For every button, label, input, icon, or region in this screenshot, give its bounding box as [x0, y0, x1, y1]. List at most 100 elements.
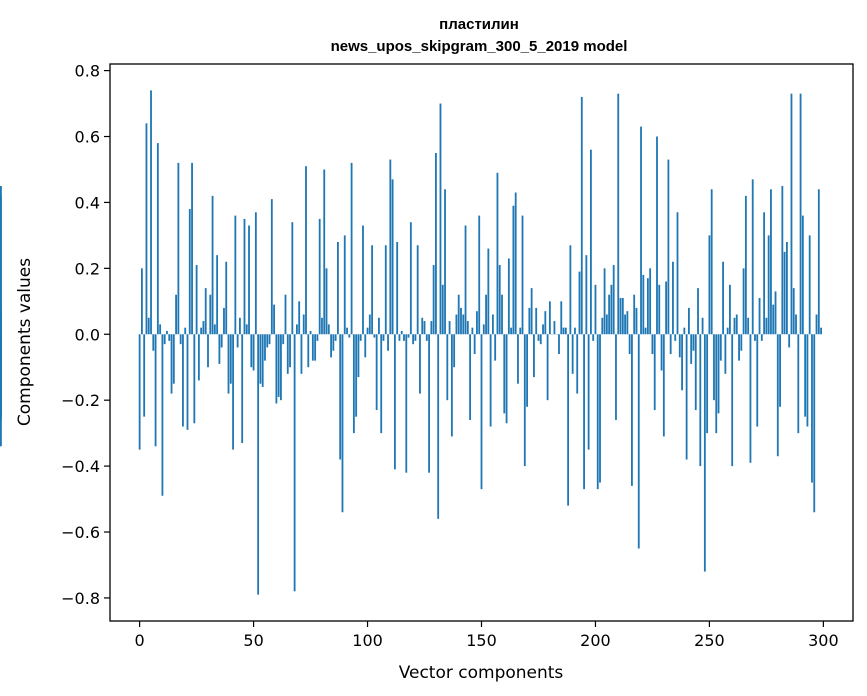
bar-25 — [195, 265, 198, 335]
bar-106 — [380, 334, 383, 434]
bar-63 — [282, 334, 285, 345]
bar-170 — [526, 334, 528, 407]
bar-95 — [355, 334, 358, 417]
bar-78 — [316, 334, 319, 341]
bar-261 — [733, 317, 736, 335]
bar-147 — [473, 334, 476, 355]
bar-202 — [599, 334, 601, 483]
bar-191 — [574, 327, 576, 335]
bar-227 — [656, 136, 658, 335]
bar-undefined — [0, 334, 2, 447]
bar-180 — [548, 301, 551, 335]
bar-190 — [571, 334, 574, 374]
bar-184 — [558, 334, 560, 355]
bar-27 — [200, 327, 203, 335]
bar-232 — [667, 159, 670, 335]
y-tick-label: −0.4 — [61, 457, 100, 476]
bar-198 — [589, 149, 592, 335]
bar-79 — [318, 218, 321, 335]
bar-241 — [687, 307, 690, 335]
bar-100 — [366, 327, 369, 335]
bar-284 — [785, 241, 788, 335]
bar-294 — [808, 235, 811, 335]
bar-69 — [295, 324, 298, 335]
bar-144 — [466, 321, 469, 335]
bar-140 — [457, 294, 460, 335]
bar-104 — [375, 334, 378, 411]
bar-47 — [245, 324, 248, 335]
bar-237 — [678, 334, 681, 358]
bar-254 — [717, 334, 720, 414]
bar-215 — [628, 334, 631, 355]
bar-219 — [637, 334, 640, 549]
bar-77 — [314, 334, 317, 361]
bar-281 — [779, 334, 781, 407]
bar-271 — [756, 334, 759, 427]
bar-225 — [651, 334, 654, 355]
bar-7 — [154, 334, 157, 447]
bar-62 — [280, 334, 282, 401]
bar-37 — [223, 307, 225, 335]
bar-115 — [400, 330, 403, 335]
bar-110 — [389, 159, 392, 335]
bar-278 — [772, 304, 775, 335]
bar-40 — [229, 334, 232, 384]
bar-137 — [450, 334, 453, 437]
bar-207 — [610, 284, 613, 335]
y-axis-label: Components values — [15, 258, 35, 426]
bar-10 — [161, 334, 164, 496]
bar-119 — [409, 222, 412, 335]
bar-64 — [284, 294, 287, 335]
bar-275 — [765, 317, 768, 335]
bar-155 — [491, 314, 494, 335]
x-tick-label: 0 — [135, 631, 145, 650]
bar-87 — [337, 241, 339, 335]
bar-82 — [325, 268, 328, 335]
bar-230 — [662, 334, 665, 437]
bar-70 — [298, 301, 301, 335]
bar-4 — [147, 317, 150, 335]
bar-264 — [740, 334, 743, 351]
bar-121 — [414, 334, 417, 341]
bar-217 — [633, 294, 636, 335]
bar-246 — [699, 334, 702, 467]
bar-51 — [254, 212, 257, 335]
bar-189 — [569, 245, 572, 335]
bar-218 — [635, 307, 638, 335]
bar-112 — [393, 334, 396, 470]
bar-248 — [703, 334, 706, 572]
bar-85 — [332, 334, 335, 351]
bar-13 — [168, 334, 171, 341]
y-tick-label: 0.0 — [75, 325, 100, 344]
bar-75 — [309, 330, 312, 335]
bar-167 — [519, 327, 522, 335]
bar-102 — [371, 245, 374, 335]
bar-83 — [327, 324, 330, 335]
bar-90 — [343, 235, 346, 335]
bar-92 — [348, 334, 351, 338]
bar-123 — [419, 334, 421, 394]
bar-256 — [722, 261, 724, 335]
bar-169 — [523, 334, 526, 467]
bar-22 — [188, 209, 191, 335]
bar-221 — [642, 274, 645, 335]
bar-200 — [594, 284, 597, 335]
bar-188 — [567, 334, 570, 506]
bar-0 — [138, 334, 141, 450]
bar-244 — [694, 334, 697, 411]
bar-34 — [216, 255, 219, 335]
bar-65 — [286, 334, 289, 374]
bar-276 — [767, 235, 770, 335]
bar-203 — [601, 317, 604, 335]
bar-118 — [407, 334, 410, 338]
bar-39 — [227, 334, 230, 394]
bar-134 — [444, 189, 446, 335]
bar-17 — [177, 162, 180, 335]
bar-260 — [731, 334, 734, 467]
bar-50 — [252, 334, 255, 371]
bar-18 — [179, 334, 182, 345]
bar-283 — [783, 251, 786, 335]
bar-250 — [708, 235, 711, 335]
bar-6 — [152, 334, 155, 351]
bar-111 — [391, 179, 394, 335]
